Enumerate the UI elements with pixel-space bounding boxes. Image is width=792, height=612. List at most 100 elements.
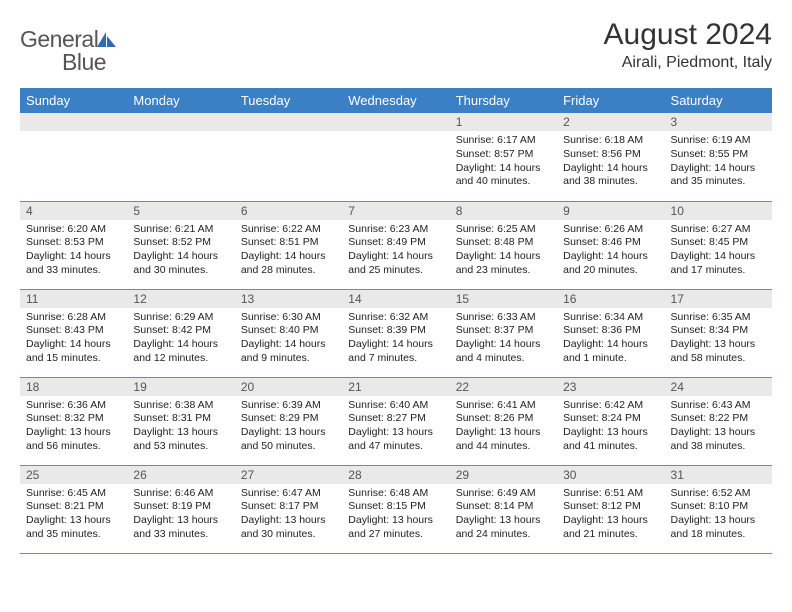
day-number: 16 [557, 290, 664, 308]
day-details: Sunrise: 6:38 AMSunset: 8:31 PMDaylight:… [127, 396, 234, 458]
calendar-cell: 8Sunrise: 6:25 AMSunset: 8:48 PMDaylight… [450, 201, 557, 289]
calendar-cell: . [235, 113, 342, 201]
day-number: 13 [235, 290, 342, 308]
calendar-cell: 2Sunrise: 6:18 AMSunset: 8:56 PMDaylight… [557, 113, 664, 201]
calendar-cell: 1Sunrise: 6:17 AMSunset: 8:57 PMDaylight… [450, 113, 557, 201]
calendar-cell: 10Sunrise: 6:27 AMSunset: 8:45 PMDayligh… [665, 201, 772, 289]
day-number: 23 [557, 378, 664, 396]
day-details: Sunrise: 6:49 AMSunset: 8:14 PMDaylight:… [450, 484, 557, 546]
weekday-header: Friday [557, 88, 664, 113]
page-subtitle: Airali, Piedmont, Italy [604, 54, 772, 72]
weekday-header: Sunday [20, 88, 127, 113]
weekday-header: Thursday [450, 88, 557, 113]
day-details: Sunrise: 6:22 AMSunset: 8:51 PMDaylight:… [235, 220, 342, 282]
day-details: Sunrise: 6:41 AMSunset: 8:26 PMDaylight:… [450, 396, 557, 458]
calendar-cell: 22Sunrise: 6:41 AMSunset: 8:26 PMDayligh… [450, 377, 557, 465]
day-details: Sunrise: 6:46 AMSunset: 8:19 PMDaylight:… [127, 484, 234, 546]
day-number: 3 [665, 113, 772, 131]
day-details: Sunrise: 6:33 AMSunset: 8:37 PMDaylight:… [450, 308, 557, 370]
day-details: Sunrise: 6:20 AMSunset: 8:53 PMDaylight:… [20, 220, 127, 282]
calendar-cell: 24Sunrise: 6:43 AMSunset: 8:22 PMDayligh… [665, 377, 772, 465]
day-details: Sunrise: 6:34 AMSunset: 8:36 PMDaylight:… [557, 308, 664, 370]
day-details: Sunrise: 6:19 AMSunset: 8:55 PMDaylight:… [665, 131, 772, 193]
day-number [235, 113, 342, 131]
day-number: 28 [342, 466, 449, 484]
calendar-cell: 29Sunrise: 6:49 AMSunset: 8:14 PMDayligh… [450, 465, 557, 553]
calendar-cell: 19Sunrise: 6:38 AMSunset: 8:31 PMDayligh… [127, 377, 234, 465]
day-number: 31 [665, 466, 772, 484]
day-number: 30 [557, 466, 664, 484]
day-details: Sunrise: 6:42 AMSunset: 8:24 PMDaylight:… [557, 396, 664, 458]
calendar-cell: 12Sunrise: 6:29 AMSunset: 8:42 PMDayligh… [127, 289, 234, 377]
calendar-head: Sunday Monday Tuesday Wednesday Thursday… [20, 88, 772, 113]
day-number: 11 [20, 290, 127, 308]
day-details: Sunrise: 6:30 AMSunset: 8:40 PMDaylight:… [235, 308, 342, 370]
day-number: 5 [127, 202, 234, 220]
day-number: 18 [20, 378, 127, 396]
day-number: 12 [127, 290, 234, 308]
calendar-cell: 21Sunrise: 6:40 AMSunset: 8:27 PMDayligh… [342, 377, 449, 465]
day-number: 15 [450, 290, 557, 308]
day-number [127, 113, 234, 131]
calendar-cell: 15Sunrise: 6:33 AMSunset: 8:37 PMDayligh… [450, 289, 557, 377]
day-number: 8 [450, 202, 557, 220]
calendar-cell: . [20, 113, 127, 201]
calendar-cell: 11Sunrise: 6:28 AMSunset: 8:43 PMDayligh… [20, 289, 127, 377]
header: GeneralBlue August 2024 Airali, Piedmont… [20, 18, 772, 76]
day-number: 22 [450, 378, 557, 396]
day-details: Sunrise: 6:47 AMSunset: 8:17 PMDaylight:… [235, 484, 342, 546]
weekday-header: Monday [127, 88, 234, 113]
calendar-cell: 3Sunrise: 6:19 AMSunset: 8:55 PMDaylight… [665, 113, 772, 201]
day-number: 9 [557, 202, 664, 220]
calendar-cell: 5Sunrise: 6:21 AMSunset: 8:52 PMDaylight… [127, 201, 234, 289]
calendar-cell: . [127, 113, 234, 201]
day-number: 14 [342, 290, 449, 308]
day-number [342, 113, 449, 131]
day-number: 24 [665, 378, 772, 396]
day-number: 29 [450, 466, 557, 484]
day-details: Sunrise: 6:39 AMSunset: 8:29 PMDaylight:… [235, 396, 342, 458]
day-details: Sunrise: 6:43 AMSunset: 8:22 PMDaylight:… [665, 396, 772, 458]
weekday-header: Saturday [665, 88, 772, 113]
day-details: Sunrise: 6:25 AMSunset: 8:48 PMDaylight:… [450, 220, 557, 282]
day-details: Sunrise: 6:28 AMSunset: 8:43 PMDaylight:… [20, 308, 127, 370]
calendar-cell: 14Sunrise: 6:32 AMSunset: 8:39 PMDayligh… [342, 289, 449, 377]
calendar-cell: 25Sunrise: 6:45 AMSunset: 8:21 PMDayligh… [20, 465, 127, 553]
weekday-header: Tuesday [235, 88, 342, 113]
day-details: Sunrise: 6:36 AMSunset: 8:32 PMDaylight:… [20, 396, 127, 458]
day-number: 25 [20, 466, 127, 484]
day-number: 20 [235, 378, 342, 396]
day-number: 6 [235, 202, 342, 220]
calendar-cell: 27Sunrise: 6:47 AMSunset: 8:17 PMDayligh… [235, 465, 342, 553]
day-details: Sunrise: 6:32 AMSunset: 8:39 PMDaylight:… [342, 308, 449, 370]
calendar-page: GeneralBlue August 2024 Airali, Piedmont… [0, 0, 792, 564]
calendar-cell: 13Sunrise: 6:30 AMSunset: 8:40 PMDayligh… [235, 289, 342, 377]
day-details: Sunrise: 6:51 AMSunset: 8:12 PMDaylight:… [557, 484, 664, 546]
day-number: 4 [20, 202, 127, 220]
day-number: 21 [342, 378, 449, 396]
day-details: Sunrise: 6:17 AMSunset: 8:57 PMDaylight:… [450, 131, 557, 193]
calendar-cell: 31Sunrise: 6:52 AMSunset: 8:10 PMDayligh… [665, 465, 772, 553]
day-details: Sunrise: 6:52 AMSunset: 8:10 PMDaylight:… [665, 484, 772, 546]
day-details: Sunrise: 6:40 AMSunset: 8:27 PMDaylight:… [342, 396, 449, 458]
calendar-table: Sunday Monday Tuesday Wednesday Thursday… [20, 88, 772, 554]
calendar-cell: 6Sunrise: 6:22 AMSunset: 8:51 PMDaylight… [235, 201, 342, 289]
calendar-cell: 16Sunrise: 6:34 AMSunset: 8:36 PMDayligh… [557, 289, 664, 377]
title-block: August 2024 Airali, Piedmont, Italy [604, 18, 772, 72]
day-number: 2 [557, 113, 664, 131]
day-number: 10 [665, 202, 772, 220]
calendar-row: . . . .1Sunrise: 6:17 AMSunset: 8:57 PMD… [20, 113, 772, 201]
calendar-row: 18Sunrise: 6:36 AMSunset: 8:32 PMDayligh… [20, 377, 772, 465]
day-number: 27 [235, 466, 342, 484]
calendar-cell: 4Sunrise: 6:20 AMSunset: 8:53 PMDaylight… [20, 201, 127, 289]
calendar-cell: 26Sunrise: 6:46 AMSunset: 8:19 PMDayligh… [127, 465, 234, 553]
calendar-row: 11Sunrise: 6:28 AMSunset: 8:43 PMDayligh… [20, 289, 772, 377]
calendar-cell: . [342, 113, 449, 201]
calendar-cell: 9Sunrise: 6:26 AMSunset: 8:46 PMDaylight… [557, 201, 664, 289]
day-details: Sunrise: 6:48 AMSunset: 8:15 PMDaylight:… [342, 484, 449, 546]
calendar-cell: 30Sunrise: 6:51 AMSunset: 8:12 PMDayligh… [557, 465, 664, 553]
day-details: Sunrise: 6:29 AMSunset: 8:42 PMDaylight:… [127, 308, 234, 370]
day-number: 1 [450, 113, 557, 131]
calendar-row: 25Sunrise: 6:45 AMSunset: 8:21 PMDayligh… [20, 465, 772, 553]
day-number: 26 [127, 466, 234, 484]
